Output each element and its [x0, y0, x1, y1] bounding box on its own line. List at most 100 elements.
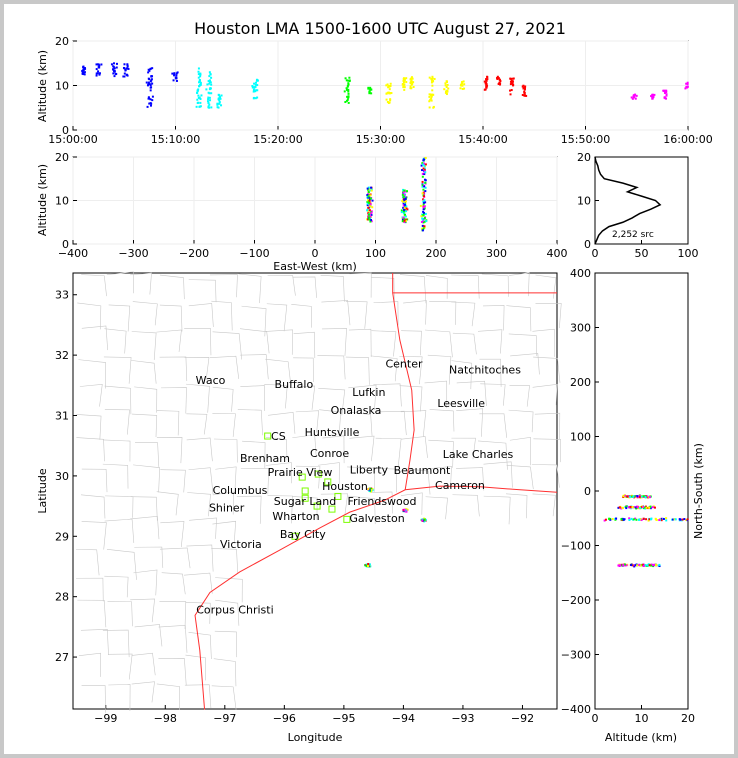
y-tick-label: 33 [55, 289, 69, 302]
county-line [132, 301, 158, 326]
county-line [106, 271, 134, 294]
county-line [184, 684, 212, 708]
source-point [403, 83, 406, 86]
county-line [156, 329, 182, 352]
source-point [648, 506, 651, 509]
county-line [215, 577, 243, 603]
county-line [266, 303, 288, 332]
source-point [445, 93, 448, 96]
county-line [213, 438, 238, 463]
source-point [635, 518, 638, 521]
source-point [112, 65, 115, 68]
source-point [404, 219, 407, 222]
county-line [451, 274, 480, 299]
source-point [370, 186, 373, 189]
source-point [428, 100, 431, 103]
source-point [367, 212, 370, 215]
source-point [368, 201, 371, 204]
source-point [347, 92, 350, 95]
source-point [367, 209, 370, 212]
source-point [431, 75, 434, 78]
county-line [349, 435, 375, 462]
source-point [497, 82, 500, 85]
source-point [653, 93, 656, 96]
source-point [207, 80, 210, 83]
source-point [199, 83, 202, 86]
county-line [238, 273, 262, 304]
source-point [367, 217, 370, 220]
x-tick-label: 200 [426, 247, 447, 260]
source-point [402, 188, 405, 191]
source-point [402, 195, 405, 198]
source-point [419, 204, 422, 207]
county-line [535, 274, 557, 299]
source-point [423, 158, 426, 161]
county-line [399, 274, 427, 304]
county-line [291, 303, 312, 328]
source-point [100, 63, 103, 66]
source-point [412, 85, 415, 88]
county-line [186, 437, 213, 462]
source-point [632, 495, 635, 498]
source-point [147, 68, 150, 71]
source-point [421, 214, 424, 217]
source-point [151, 67, 154, 70]
lma-station-marker [301, 487, 309, 495]
county-line [370, 276, 395, 303]
source-point [95, 72, 98, 75]
source-point [367, 199, 370, 202]
county-line [451, 360, 472, 390]
source-point [642, 564, 645, 567]
source-point [401, 218, 404, 221]
source-point [423, 518, 426, 521]
source-point [646, 564, 649, 567]
source-point [485, 79, 488, 82]
source-point [400, 209, 403, 212]
source-point [370, 88, 373, 91]
source-point [198, 79, 201, 82]
source-point [630, 564, 633, 567]
source-point [367, 488, 370, 491]
county-line [108, 684, 131, 711]
city-label: Conroe [310, 447, 349, 460]
source-point [486, 75, 489, 78]
source-point [209, 87, 212, 90]
source-point [368, 217, 371, 220]
source-point [401, 220, 404, 223]
source-point [199, 98, 202, 101]
source-point [115, 62, 118, 65]
county-line [186, 413, 208, 435]
source-point [387, 86, 390, 89]
source-point [97, 63, 100, 66]
city-label: Prairie View [268, 466, 333, 479]
source-point [640, 506, 643, 509]
source-point [367, 191, 370, 194]
y-axis-label: Latitude [36, 468, 49, 514]
source-point [97, 70, 100, 73]
north-south-plot-frame [594, 272, 689, 710]
source-point [402, 81, 405, 84]
county-line [510, 353, 540, 375]
source-point [618, 564, 621, 567]
source-point [633, 94, 636, 97]
x-tick-label: −200 [179, 247, 209, 260]
source-point [343, 90, 346, 93]
county-line [483, 305, 505, 331]
x-tick-label: −100 [239, 247, 269, 260]
y-tick-label: 10 [55, 195, 69, 208]
source-point [432, 80, 435, 83]
county-line [215, 466, 237, 493]
county-line [371, 330, 397, 357]
county-line [429, 301, 457, 325]
source-point [151, 95, 154, 98]
county-line [161, 387, 187, 414]
source-point [402, 212, 405, 215]
county-line [135, 442, 160, 467]
source-point [644, 495, 647, 498]
city-label: Center [385, 358, 423, 371]
source-point [368, 199, 371, 202]
county-line [456, 408, 484, 437]
state-border [392, 273, 557, 490]
source-point [422, 162, 425, 165]
source-point [82, 72, 85, 75]
